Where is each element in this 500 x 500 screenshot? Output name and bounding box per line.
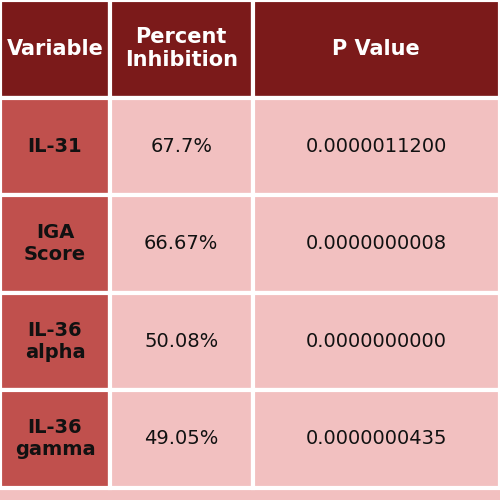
Bar xyxy=(0,195,110,292)
Bar xyxy=(252,195,500,292)
Text: IGA
Score: IGA Score xyxy=(24,224,86,264)
Text: 67.7%: 67.7% xyxy=(150,137,212,156)
Bar xyxy=(0,390,110,488)
Bar xyxy=(252,292,500,390)
Text: IL-31: IL-31 xyxy=(28,137,82,156)
Text: Variable: Variable xyxy=(6,39,103,58)
Bar xyxy=(252,98,500,195)
Bar xyxy=(0,0,110,98)
Text: 0.0000000435: 0.0000000435 xyxy=(306,429,447,448)
Text: 66.67%: 66.67% xyxy=(144,234,218,254)
Bar xyxy=(252,0,500,98)
Bar xyxy=(0,98,110,195)
Text: P Value: P Value xyxy=(332,39,420,58)
Text: IL-36
gamma: IL-36 gamma xyxy=(14,418,96,459)
Bar xyxy=(252,390,500,488)
Bar xyxy=(110,0,253,98)
Text: Percent
Inhibition: Percent Inhibition xyxy=(125,27,238,70)
Text: 0.0000000000: 0.0000000000 xyxy=(306,332,447,351)
Text: 0.0000000008: 0.0000000008 xyxy=(306,234,447,254)
Text: 0.0000011200: 0.0000011200 xyxy=(306,137,447,156)
Text: IL-36
alpha: IL-36 alpha xyxy=(24,321,86,362)
Bar xyxy=(110,98,253,195)
Bar xyxy=(0,292,110,390)
Bar xyxy=(110,390,253,488)
Bar xyxy=(110,292,253,390)
Bar xyxy=(110,195,253,292)
Text: 50.08%: 50.08% xyxy=(144,332,218,351)
Text: 49.05%: 49.05% xyxy=(144,429,218,448)
